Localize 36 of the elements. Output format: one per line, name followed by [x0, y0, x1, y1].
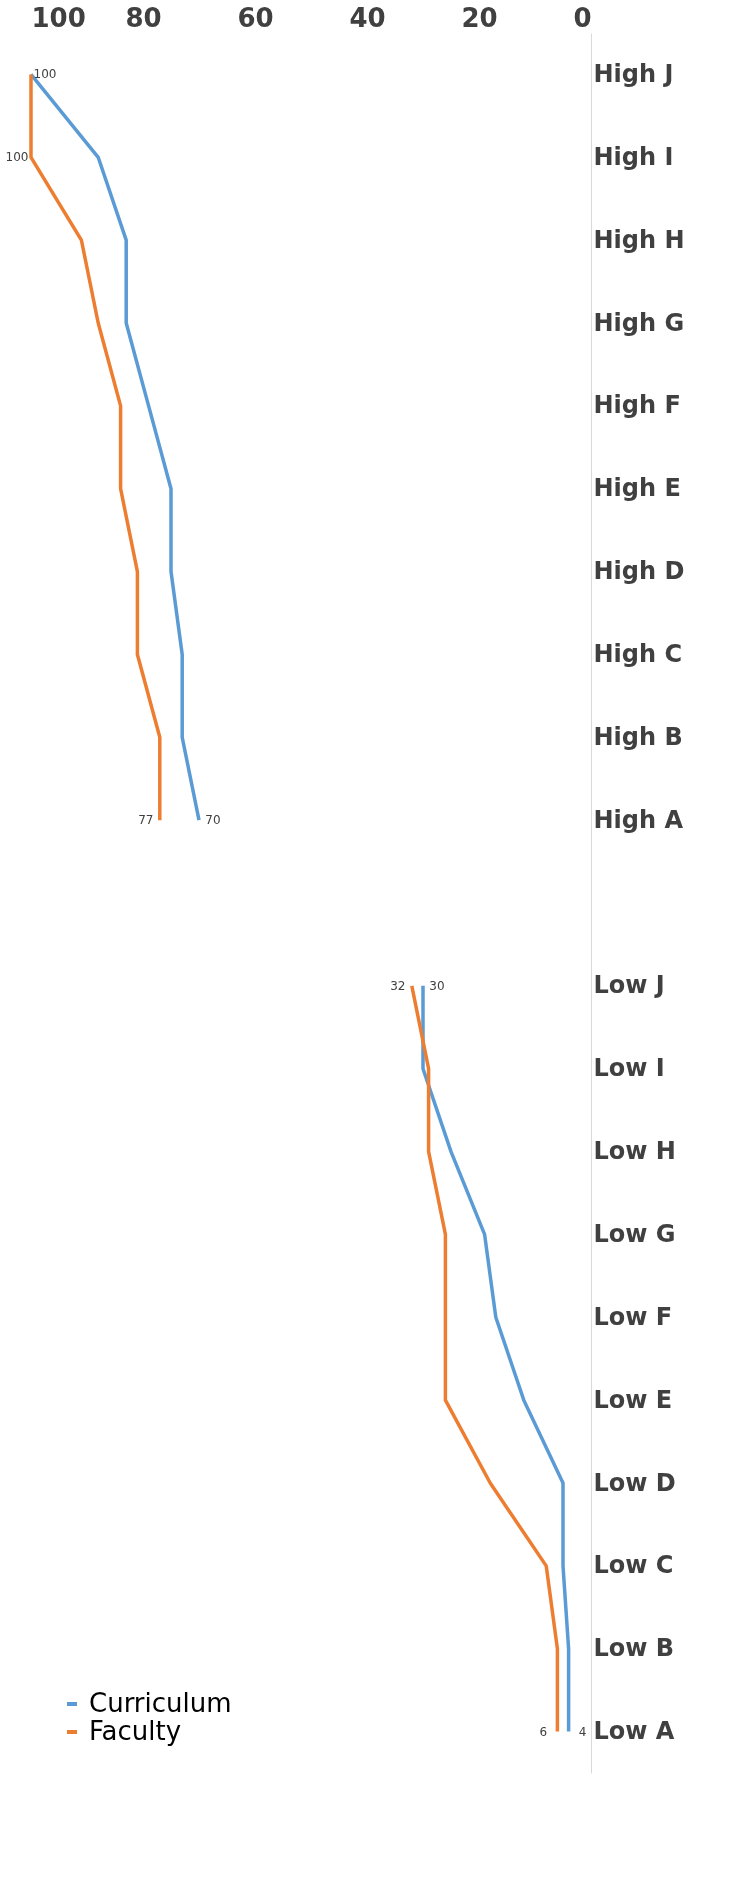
x-tick-label: 0: [573, 2, 592, 33]
data-label: 30: [429, 978, 445, 993]
data-label: 32: [390, 978, 406, 993]
y-tick-label: High H: [593, 225, 685, 254]
y-tick-label: Low D: [593, 1468, 676, 1497]
y-tick-label: Low H: [593, 1137, 676, 1166]
y-tick-label: Low A: [593, 1717, 675, 1746]
y-tick-label: Low G: [593, 1219, 676, 1248]
y-tick-label: High E: [593, 474, 681, 503]
y-tick-label: Low J: [593, 971, 665, 1000]
legend-label: Faculty: [89, 1716, 182, 1746]
legend-label: Curriculum: [89, 1688, 232, 1718]
x-tick-label: 100: [31, 2, 86, 33]
y-tick-label: Low I: [593, 1054, 665, 1083]
data-label: 77: [138, 813, 154, 828]
x-tick-label: 80: [125, 2, 162, 33]
y-tick-label: High J: [593, 59, 674, 88]
y-tick-label: High A: [593, 805, 684, 834]
y-tick-label: High G: [593, 308, 685, 337]
x-tick-label: 40: [349, 2, 386, 33]
y-tick-label: High I: [593, 142, 674, 171]
y-tick-label: Low B: [593, 1634, 675, 1663]
data-label: 70: [205, 813, 221, 828]
y-tick-label: High C: [593, 639, 683, 668]
data-label: 100: [33, 67, 57, 82]
y-tick-label: High B: [593, 722, 683, 751]
y-tick-label: High D: [593, 557, 685, 586]
data-label: 6: [539, 1724, 548, 1739]
y-tick-label: Low F: [593, 1302, 673, 1331]
x-tick-label: 20: [461, 2, 498, 33]
y-tick-label: Low E: [593, 1385, 673, 1414]
x-tick-label: 60: [237, 2, 274, 33]
y-tick-label: High F: [593, 391, 681, 420]
data-label: 4: [578, 1724, 587, 1739]
y-tick-label: Low C: [593, 1551, 674, 1580]
data-label: 100: [5, 150, 29, 165]
